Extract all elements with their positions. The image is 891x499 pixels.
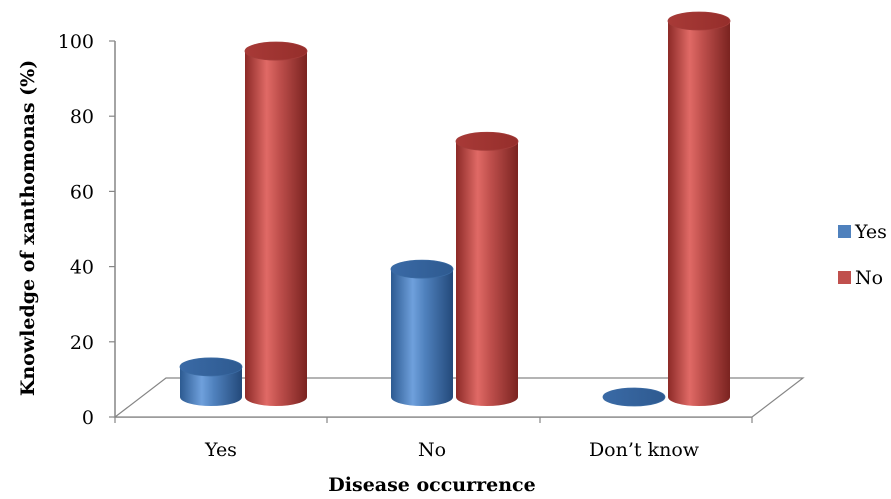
y-ticks: 0 20 40 60 80 100 xyxy=(58,31,115,429)
x-axis-title: Disease occurrence xyxy=(328,474,535,496)
bar-top xyxy=(667,11,731,31)
y-axis-title: Knowledge of xanthomonas (%) xyxy=(17,60,39,396)
bar-body xyxy=(668,21,730,406)
y-tick-label: 40 xyxy=(70,257,94,279)
bar-top xyxy=(390,259,454,279)
y-tick-label: 20 xyxy=(70,332,94,354)
bar-top xyxy=(602,387,666,407)
bar-no-2 xyxy=(667,11,731,406)
bar-top xyxy=(455,131,519,151)
y-tick-label: 100 xyxy=(58,31,94,53)
bar-body xyxy=(456,141,518,406)
category-label: Don’t know xyxy=(589,439,700,461)
bar-top xyxy=(179,357,243,377)
legend-label-yes: Yes xyxy=(854,221,887,243)
bar-yes-0 xyxy=(179,357,243,406)
bar-body xyxy=(391,269,453,406)
legend-swatch-yes xyxy=(838,225,851,238)
bar-yes-1 xyxy=(390,259,454,406)
bar-yes-2 xyxy=(602,387,666,407)
category-label: Yes xyxy=(204,439,237,461)
category-label: No xyxy=(418,439,446,461)
category-labels: Yes No Don’t know xyxy=(114,417,753,461)
legend: Yes No xyxy=(838,221,887,289)
bar-no-0 xyxy=(244,41,308,406)
bar-body xyxy=(245,51,307,406)
bar-body xyxy=(180,366,242,406)
y-tick-label: 60 xyxy=(70,181,94,203)
bars xyxy=(179,11,731,407)
y-tick-label: 80 xyxy=(70,106,94,128)
bar-no-1 xyxy=(455,131,519,406)
legend-swatch-no xyxy=(838,271,851,284)
bar-top xyxy=(244,41,308,61)
y-tick-label: 0 xyxy=(82,407,94,429)
legend-label-no: No xyxy=(855,267,883,289)
